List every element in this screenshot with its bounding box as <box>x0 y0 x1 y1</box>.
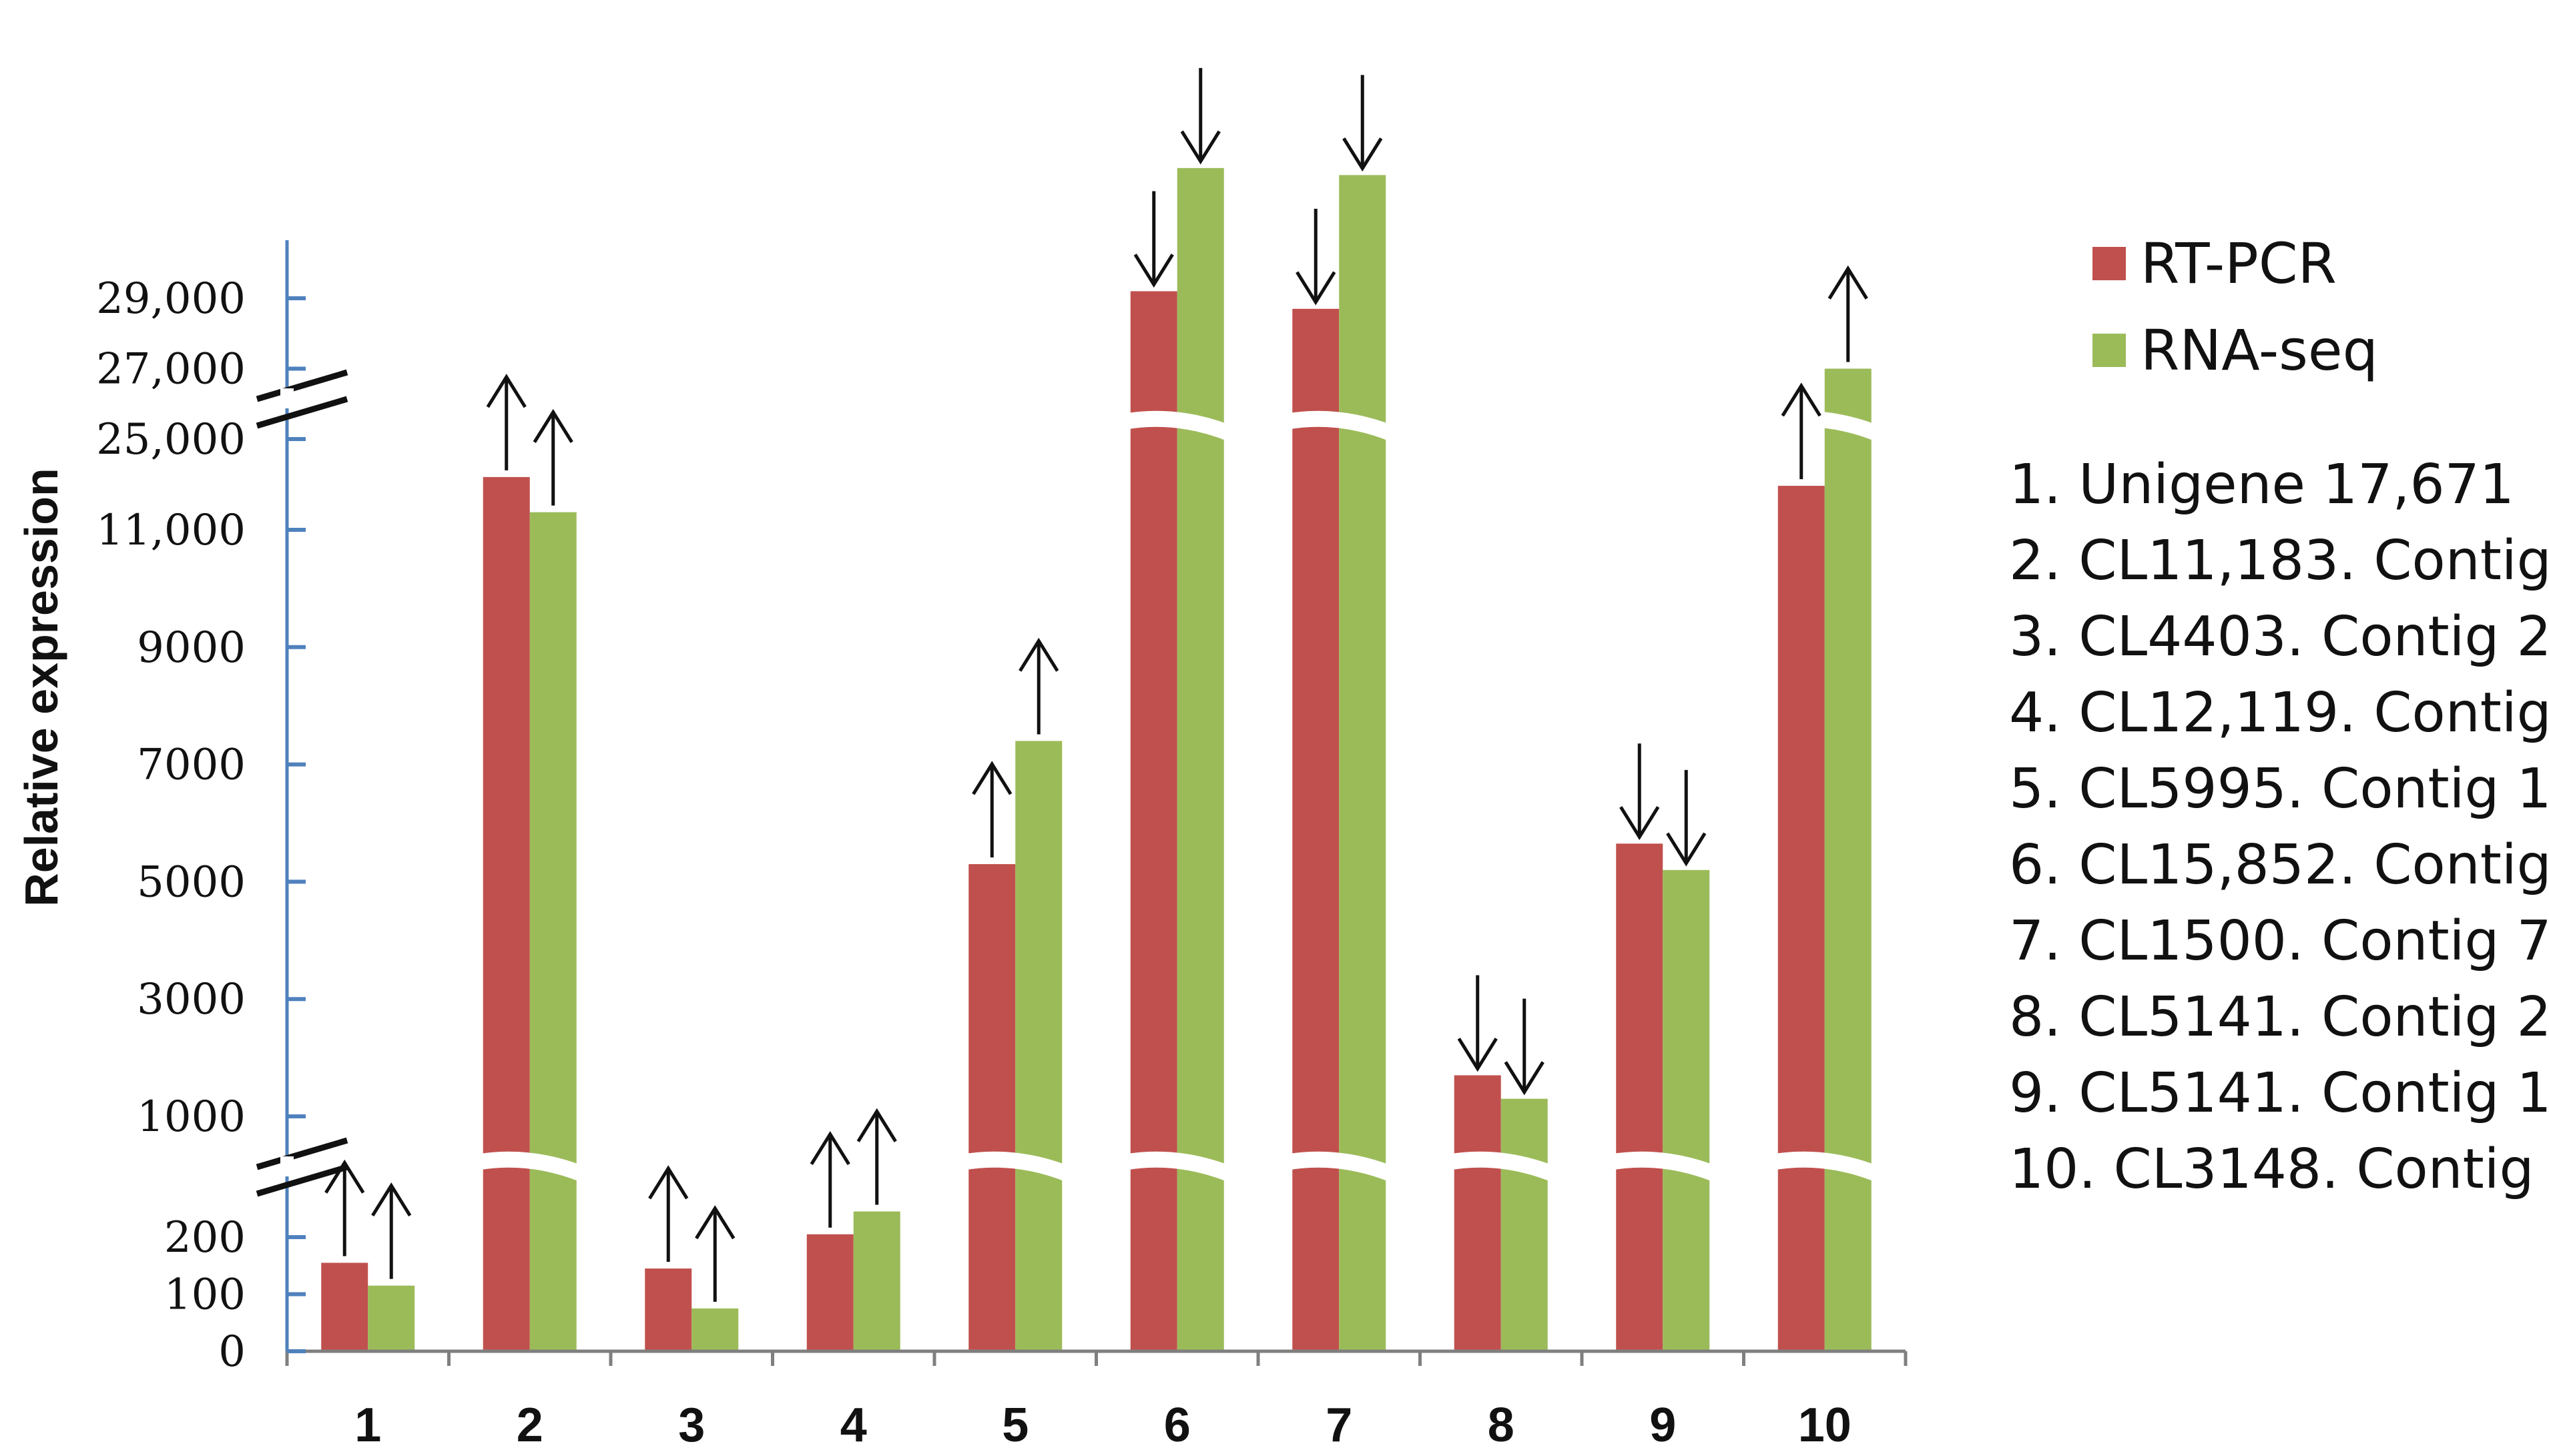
trend-arrow-up-icon <box>648 1165 689 1200</box>
gene-list-item: 10. CL3148. Contig 3 <box>2009 1138 2549 1201</box>
trend-arrow-up-icon <box>695 1205 736 1240</box>
legend: RT-PCR RNA-seq <box>2092 220 2378 394</box>
x-tick-label: 1 <box>354 1399 381 1452</box>
y-tick-label: 0 <box>218 1327 246 1377</box>
axis-break-gap <box>280 1156 294 1176</box>
y-tick-label: 200 <box>164 1213 246 1262</box>
axis-break-band <box>960 1151 1072 1182</box>
y-tick-label: 27,000 <box>96 345 246 394</box>
gene-list-item: 8. CL5141. Contig 2 <box>2009 986 2549 1049</box>
trend-arrow-up-icon <box>1019 637 1059 672</box>
x-tick-label: 3 <box>678 1399 705 1452</box>
bar-rt-pcr <box>1616 843 1663 1351</box>
legend-swatch-rt-pcr <box>2092 247 2126 280</box>
x-tick-label: 4 <box>840 1399 867 1452</box>
gene-list-item: 5. CL5995. Contig 1 <box>2009 757 2549 821</box>
y-tick-label: 100 <box>164 1270 246 1320</box>
trend-arrow-down-icon <box>1666 832 1707 867</box>
gene-list-item: 4. CL12,119. Contig 2 <box>2009 681 2549 745</box>
gene-list-item: 3. CL4403. Contig 2 <box>2009 605 2549 669</box>
axis-break-band <box>1608 1151 1719 1182</box>
axis-break-gap <box>280 388 294 408</box>
trend-arrow-down-icon <box>1457 1038 1498 1072</box>
bar-rt-pcr <box>645 1268 692 1351</box>
axis-break-mark <box>256 396 348 429</box>
y-tick-label: 25,000 <box>96 415 246 464</box>
bar-rna-seq <box>853 1211 900 1351</box>
trend-arrow-down-icon <box>1296 271 1336 306</box>
bar-rna-seq <box>691 1308 739 1351</box>
legend-item-rt-pcr: RT-PCR <box>2092 220 2378 307</box>
trend-arrow-up-icon <box>486 374 527 408</box>
axis-break-mark <box>256 369 348 402</box>
trend-arrow-up-icon <box>1781 382 1821 417</box>
y-tick-label: 1000 <box>137 1092 246 1142</box>
trend-arrow-up-icon <box>324 1159 365 1194</box>
axis-break-band <box>1769 1151 1882 1182</box>
bar-rt-pcr <box>483 476 530 1351</box>
bar-rna-seq <box>1824 368 1872 1351</box>
axis-break-band <box>1284 410 1396 442</box>
x-tick-label: 2 <box>517 1399 543 1452</box>
legend-label-rt-pcr: RT-PCR <box>2141 231 2337 296</box>
bar-rt-pcr <box>1777 486 1825 1352</box>
bar-rt-pcr <box>1292 308 1340 1352</box>
gene-list-item: 2. CL11,183. Contig 2 <box>2009 529 2549 593</box>
trend-arrow-up-icon <box>533 408 573 443</box>
axis-break-band <box>1769 410 1882 442</box>
bar-rt-pcr <box>1130 291 1177 1352</box>
x-tick-label: 8 <box>1488 1399 1514 1452</box>
trend-arrow-up-icon <box>972 761 1013 795</box>
x-tick-label: 5 <box>1002 1399 1029 1452</box>
y-tick-label: 9000 <box>137 623 246 673</box>
legend-label-rna-seq: RNA-seq <box>2141 318 2378 383</box>
bar-rna-seq <box>1500 1098 1548 1351</box>
x-tick-label: 7 <box>1326 1399 1352 1452</box>
axis-break-band <box>1284 1151 1396 1182</box>
axis-break-mark <box>256 1164 348 1197</box>
y-tick-label: 7000 <box>137 741 246 790</box>
gene-list: 1. Unigene 17,671 2. CL11,183. Contig 2 … <box>2009 447 2549 1208</box>
trend-arrow-up-icon <box>810 1130 850 1166</box>
bar-rt-pcr <box>968 864 1016 1351</box>
bar-rna-seq <box>1015 741 1063 1351</box>
axis-break-band <box>1122 410 1234 442</box>
x-tick-label: 9 <box>1649 1399 1676 1452</box>
axis-break-band <box>475 1151 587 1182</box>
gene-list-item: 9. CL5141. Contig 1 <box>2009 1062 2549 1125</box>
trend-arrow-down-icon <box>1619 805 1660 840</box>
y-tick-label: 11,000 <box>96 506 246 555</box>
y-tick-label: 29,000 <box>96 274 246 324</box>
bar-rt-pcr <box>806 1234 854 1351</box>
y-tick-label: 5000 <box>137 857 246 907</box>
bar-rt-pcr <box>1454 1075 1501 1351</box>
trend-arrow-down-icon <box>1180 130 1221 165</box>
trend-arrow-down-icon <box>1342 137 1383 172</box>
x-tick-label: 6 <box>1164 1399 1191 1452</box>
bar-rna-seq <box>1663 869 1710 1351</box>
x-tick-label: 10 <box>1798 1399 1852 1452</box>
trend-arrow-up-icon <box>371 1182 412 1216</box>
y-tick-label: 3000 <box>137 975 246 1024</box>
legend-swatch-rna-seq <box>2092 334 2126 367</box>
gene-list-item: 7. CL1500. Contig 7 <box>2009 909 2549 973</box>
axis-break-mark <box>256 1137 348 1170</box>
trend-arrow-down-icon <box>1133 254 1174 288</box>
legend-item-rna-seq: RNA-seq <box>2092 307 2378 394</box>
bar-rna-seq <box>368 1285 415 1351</box>
axis-break-band <box>1122 1151 1234 1182</box>
axis-break-band <box>1446 1151 1558 1182</box>
trend-arrow-down-icon <box>1504 1061 1544 1096</box>
trend-arrow-up-icon <box>1827 265 1868 300</box>
trend-arrow-up-icon <box>856 1108 897 1142</box>
gene-list-item: 1. Unigene 17,671 <box>2009 453 2514 516</box>
gene-list-item: 6. CL15,852. Contig 2 <box>2009 833 2549 897</box>
bar-rna-seq <box>529 512 577 1351</box>
bar-rt-pcr <box>321 1262 368 1351</box>
y-axis-label: Relative expression <box>15 468 67 907</box>
